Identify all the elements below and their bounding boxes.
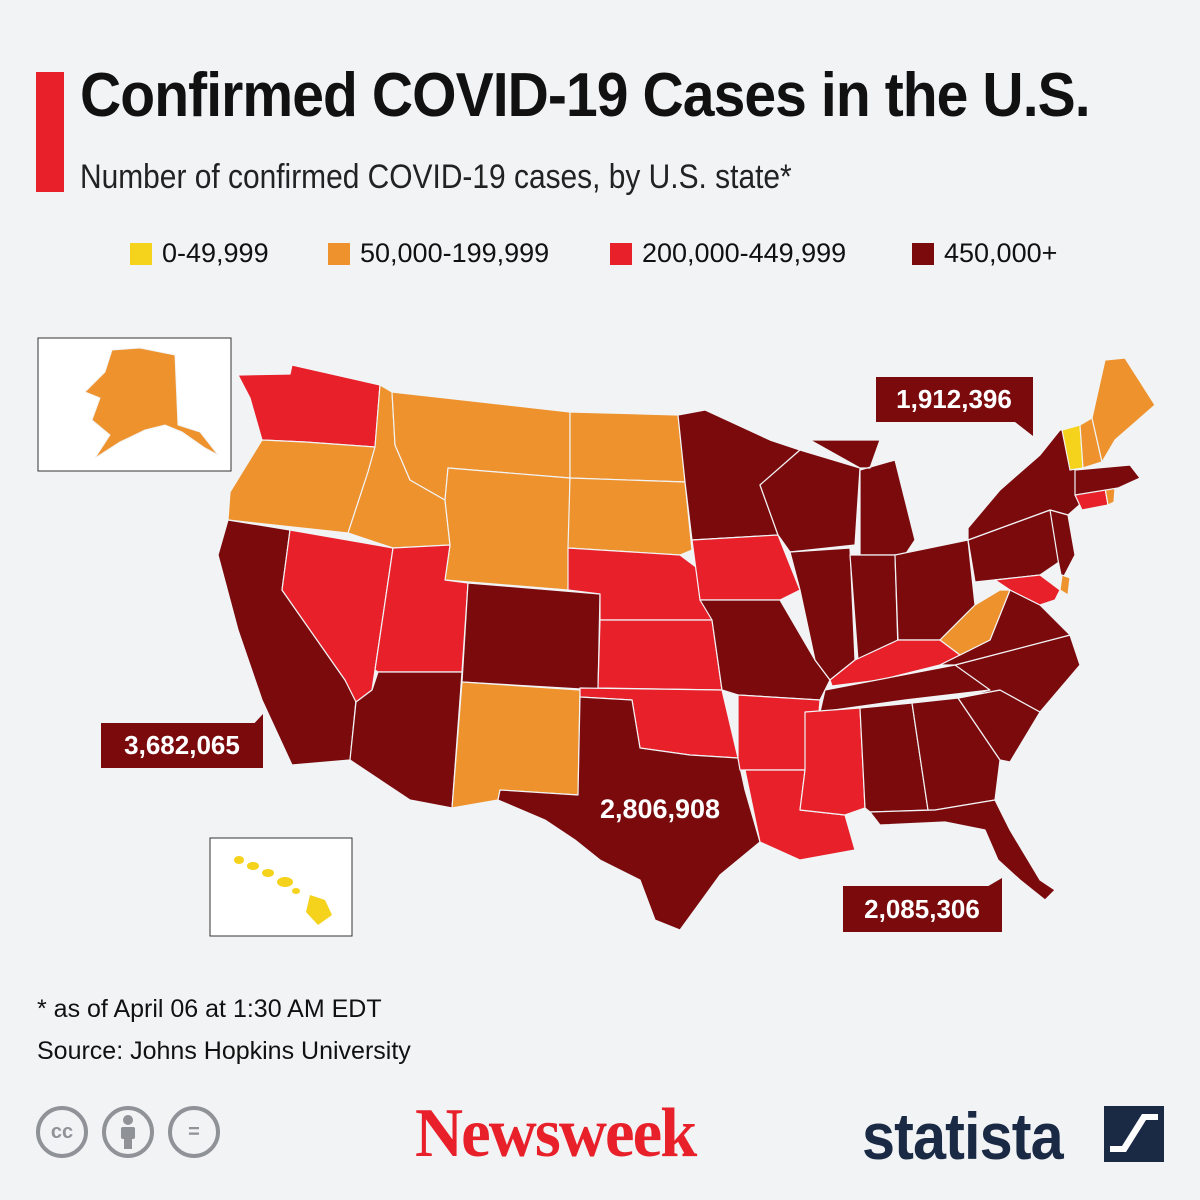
- legend-item-bin-4: 450,000+: [912, 238, 1057, 269]
- callout-new-york: 1,912,396: [876, 377, 1033, 436]
- state-WY: [444, 467, 571, 591]
- state-FL: [869, 799, 1056, 901]
- state-NM: [451, 681, 581, 809]
- footnote: * as of April 06 at 1:30 AM EDT: [37, 995, 382, 1023]
- legend-swatch: [328, 242, 350, 265]
- state-WI: [759, 449, 861, 553]
- chart-title: Confirmed COVID-19 Cases in the U.S.: [80, 61, 1091, 130]
- state-MA: [1074, 464, 1141, 496]
- chart-subtitle: Number of confirmed COVID-19 cases, by U…: [80, 158, 792, 196]
- state-CO: [461, 582, 601, 691]
- legend-label: 450,000+: [944, 238, 1058, 268]
- callout-texas-value: 2,806,908: [600, 794, 720, 824]
- statista-logo[interactable]: statista: [862, 1098, 1064, 1174]
- state-KS: [597, 619, 723, 691]
- statista-wordmark: statista: [862, 1099, 1064, 1173]
- callout-new-york-value: 1,912,396: [896, 384, 1012, 414]
- callout-california-value: 3,682,065: [124, 730, 240, 760]
- callout-florida-value: 2,085,306: [864, 894, 980, 924]
- callout-florida: 2,085,306: [843, 878, 1002, 932]
- cc-icon[interactable]: cc: [36, 1106, 88, 1158]
- state-WA: [237, 364, 381, 448]
- attribution-icon[interactable]: [102, 1106, 154, 1158]
- state-AZ: [349, 671, 463, 809]
- state-AK: [84, 347, 219, 459]
- state-NC: [954, 634, 1081, 713]
- hawaii-inset-frame: [209, 837, 353, 937]
- legend-item-bin-3: 200,000-449,999: [610, 238, 846, 269]
- accent-bar: [36, 72, 64, 192]
- legend-item-bin-2: 50,000-199,999: [328, 238, 549, 269]
- statista-mark-icon: [1104, 1106, 1164, 1162]
- state-ND: [569, 411, 686, 483]
- no-derivatives-icon[interactable]: =: [168, 1106, 220, 1158]
- legend-swatch: [130, 242, 152, 265]
- state-DE: [1059, 574, 1071, 596]
- callout-california: 3,682,065: [101, 714, 263, 768]
- legend-label: 0-49,999: [162, 238, 269, 268]
- state-IA: [691, 534, 801, 601]
- legend-item-bin-1: 0-49,999: [130, 238, 269, 269]
- state-MI: [809, 439, 916, 556]
- state-TX: [497, 696, 761, 931]
- newsweek-logo[interactable]: Newsweek: [415, 1095, 697, 1172]
- legend-label: 50,000-199,999: [360, 238, 550, 268]
- source-note: Source: Johns Hopkins University: [37, 1037, 411, 1065]
- state-MD: [994, 574, 1061, 606]
- state-ME: [1091, 357, 1156, 463]
- license-icons: cc =: [36, 1106, 220, 1158]
- person-icon: [121, 1115, 135, 1149]
- state-MS: [799, 707, 866, 816]
- legend-swatch: [912, 242, 934, 265]
- state-HI: [234, 856, 332, 925]
- state-SD: [567, 477, 693, 556]
- state-NJ: [1049, 509, 1076, 581]
- legend-swatch: [610, 242, 632, 265]
- legend-label: 200,000-449,999: [642, 238, 847, 268]
